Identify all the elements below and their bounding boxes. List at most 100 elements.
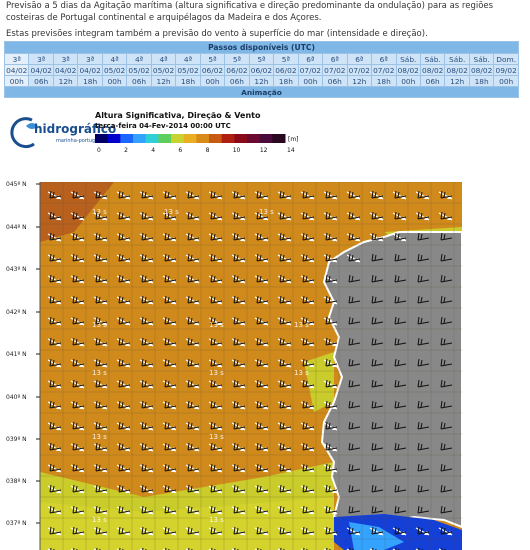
animation-link[interactable]: Animação <box>4 86 519 98</box>
step-hour-9[interactable]: 06h <box>224 75 250 87</box>
step-hour-7[interactable]: 18h <box>175 75 201 87</box>
step-hour-1[interactable]: 06h <box>28 75 54 87</box>
step-day-1[interactable]: 3ª <box>28 53 54 65</box>
wind-barb-feather <box>325 421 328 430</box>
wave-arrowhead <box>79 531 84 535</box>
latitude-label: 042º N <box>6 309 27 316</box>
step-day-16[interactable]: Sáb. <box>395 53 421 65</box>
step-day-5[interactable]: 4ª <box>126 53 152 65</box>
step-date-7[interactable]: 05/02 <box>175 64 201 76</box>
wind-barb <box>394 447 407 451</box>
step-date-2[interactable]: 04/02 <box>52 64 79 76</box>
wind-barb-feather <box>374 338 377 345</box>
step-day-18[interactable]: Sáb. <box>444 53 470 65</box>
step-date-10[interactable]: 06/02 <box>248 64 275 76</box>
step-day-6[interactable]: 4ª <box>150 53 177 65</box>
wind-barb-feather <box>328 212 331 219</box>
wind-barb-feather <box>279 526 282 535</box>
step-hour-11[interactable]: 18h <box>273 75 299 87</box>
step-hour-6[interactable]: 12h <box>150 75 177 87</box>
wind-barb-feather <box>397 296 400 303</box>
step-hour-2[interactable]: 12h <box>52 75 79 87</box>
step-date-13[interactable]: 07/02 <box>322 64 348 76</box>
step-date-1[interactable]: 04/02 <box>28 64 54 76</box>
step-day-19[interactable]: Sáb. <box>468 53 495 65</box>
step-hour-10[interactable]: 12h <box>248 75 275 87</box>
wind-barb-feather <box>187 442 190 451</box>
step-date-14[interactable]: 07/02 <box>346 64 373 76</box>
step-hour-3[interactable]: 18h <box>77 75 103 87</box>
step-day-2[interactable]: 3ª <box>52 53 79 65</box>
step-hour-18[interactable]: 12h <box>444 75 470 87</box>
step-day-13[interactable]: 6ª <box>322 53 348 65</box>
step-day-15[interactable]: 6ª <box>371 53 397 65</box>
step-day-17[interactable]: Sáb. <box>419 53 446 65</box>
wave-arrowhead <box>79 384 84 388</box>
step-date-17[interactable]: 08/02 <box>419 64 446 76</box>
step-hour-4[interactable]: 00h <box>101 75 128 87</box>
step-date-12[interactable]: 07/02 <box>297 64 324 76</box>
wind-barb <box>440 531 453 535</box>
step-day-7[interactable]: 4ª <box>175 53 201 65</box>
step-hour-14[interactable]: 12h <box>346 75 373 87</box>
latitude-label: 040º N <box>6 394 27 401</box>
wind-barb-feather <box>371 274 374 283</box>
step-hour-12[interactable]: 00h <box>297 75 324 87</box>
wind-barb-feather <box>302 274 305 283</box>
step-day-11[interactable]: 5ª <box>273 53 299 65</box>
step-day-9[interactable]: 5ª <box>224 53 250 65</box>
wind-barb <box>325 321 338 325</box>
wave-arrowhead <box>240 279 245 283</box>
step-day-0[interactable]: 3ª <box>3 53 30 65</box>
step-date-3[interactable]: 04/02 <box>77 64 103 76</box>
step-date-16[interactable]: 08/02 <box>395 64 421 76</box>
step-date-4[interactable]: 05/02 <box>101 64 128 76</box>
wind-barb-feather <box>282 380 285 387</box>
wind-barb-feather <box>49 337 52 346</box>
wind-barb-feather <box>443 464 446 471</box>
wind-barb-feather <box>121 380 124 387</box>
step-day-8[interactable]: 5ª <box>199 53 226 65</box>
step-date-18[interactable]: 08/02 <box>444 64 470 76</box>
wind-barb <box>187 300 200 304</box>
step-day-10[interactable]: 5ª <box>248 53 275 65</box>
wind-barb-feather <box>167 506 170 513</box>
step-hour-8[interactable]: 00h <box>199 75 226 87</box>
step-hour-5[interactable]: 06h <box>126 75 152 87</box>
step-date-0[interactable]: 04/02 <box>3 64 30 76</box>
step-date-5[interactable]: 05/02 <box>126 64 152 76</box>
step-date-9[interactable]: 06/02 <box>224 64 250 76</box>
wave-arrowhead <box>286 384 291 388</box>
step-day-3[interactable]: 3ª <box>77 53 103 65</box>
step-day-12[interactable]: 6ª <box>297 53 324 65</box>
step-date-19[interactable]: 08/02 <box>468 64 495 76</box>
step-hour-16[interactable]: 00h <box>395 75 421 87</box>
wind-barb-feather <box>325 232 328 241</box>
step-hour-15[interactable]: 18h <box>371 75 397 87</box>
wind-barb-feather <box>141 379 144 388</box>
wind-barbs <box>49 190 453 550</box>
step-day-4[interactable]: 4ª <box>101 53 128 65</box>
step-date-11[interactable]: 06/02 <box>273 64 299 76</box>
step-day-20[interactable]: Dom. <box>493 53 519 65</box>
wave-arrowhead <box>263 216 268 220</box>
step-date-15[interactable]: 07/02 <box>371 64 397 76</box>
wind-barb-feather <box>141 337 144 346</box>
step-hour-19[interactable]: 18h <box>468 75 495 87</box>
step-date-20[interactable]: 09/02 <box>493 64 519 76</box>
wind-barb-feather <box>420 485 423 492</box>
step-hour-17[interactable]: 06h <box>419 75 446 87</box>
step-hour-13[interactable]: 06h <box>322 75 348 87</box>
wave-arrowhead <box>332 279 337 283</box>
wind-barb <box>371 510 384 514</box>
step-day-14[interactable]: 6ª <box>346 53 373 65</box>
wind-barb-feather <box>144 254 147 261</box>
wind-barb <box>210 342 223 346</box>
step-hour-0[interactable]: 00h <box>3 75 30 87</box>
wind-barb <box>164 384 177 388</box>
wind-barb-feather <box>351 506 354 513</box>
step-date-8[interactable]: 06/02 <box>199 64 226 76</box>
step-date-6[interactable]: 05/02 <box>150 64 177 76</box>
step-hour-20[interactable]: 00h <box>493 75 519 87</box>
wind-barb <box>256 363 269 367</box>
